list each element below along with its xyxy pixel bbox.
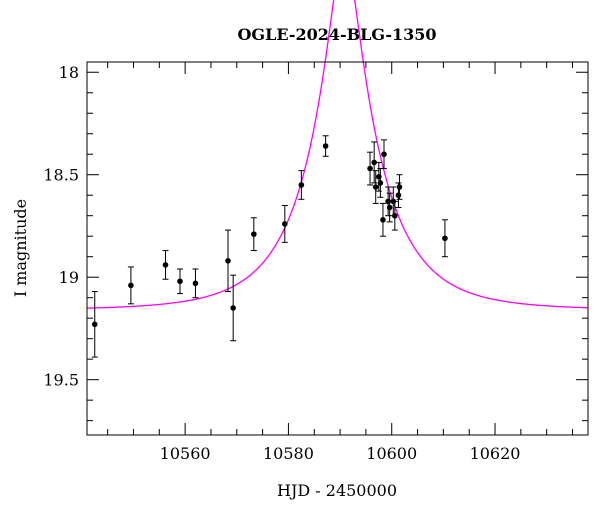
model-curve	[86, 0, 589, 309]
data-point	[396, 184, 403, 190]
data-points	[91, 135, 448, 358]
data-point	[230, 305, 236, 311]
data-point	[251, 231, 257, 237]
y-tick-label: 18	[59, 63, 79, 82]
data-point	[386, 204, 393, 211]
model-layer	[86, 0, 589, 309]
plot-frame	[86, 61, 589, 436]
x-tick-label: 10600	[366, 444, 417, 463]
y-tick-label: 19	[59, 268, 79, 287]
data-point	[128, 282, 134, 289]
data-point	[395, 192, 402, 199]
y-tick-label: 18.5	[43, 166, 79, 185]
y-axis-label: I magnitude	[11, 199, 30, 297]
data-point	[282, 221, 288, 227]
data-point	[91, 321, 98, 328]
y-tick-label: 19.5	[43, 371, 79, 390]
x-tick-label: 10580	[263, 444, 314, 463]
x-tick-label: 10560	[160, 444, 211, 463]
data-point	[442, 235, 448, 242]
axis-ticks	[87, 62, 588, 435]
data-point	[392, 212, 398, 219]
x-axis-label: HJD - 2450000	[277, 481, 397, 500]
data-point	[162, 262, 169, 268]
data-point	[177, 278, 183, 285]
data-point	[298, 182, 305, 188]
chart-title: OGLE-2024-BLG-1350	[237, 25, 436, 44]
data-point	[192, 280, 199, 287]
data-point	[380, 217, 386, 223]
data-point	[372, 184, 379, 190]
data-point	[377, 180, 384, 186]
data-point	[367, 165, 373, 172]
tick-labels: 10560 10580 10600 10620 18 18.5 19 19.5	[43, 63, 520, 463]
data-point	[381, 151, 387, 158]
data-point	[225, 257, 231, 264]
data-point	[322, 143, 329, 149]
x-tick-label: 10620	[470, 444, 521, 463]
data-point	[371, 159, 377, 166]
